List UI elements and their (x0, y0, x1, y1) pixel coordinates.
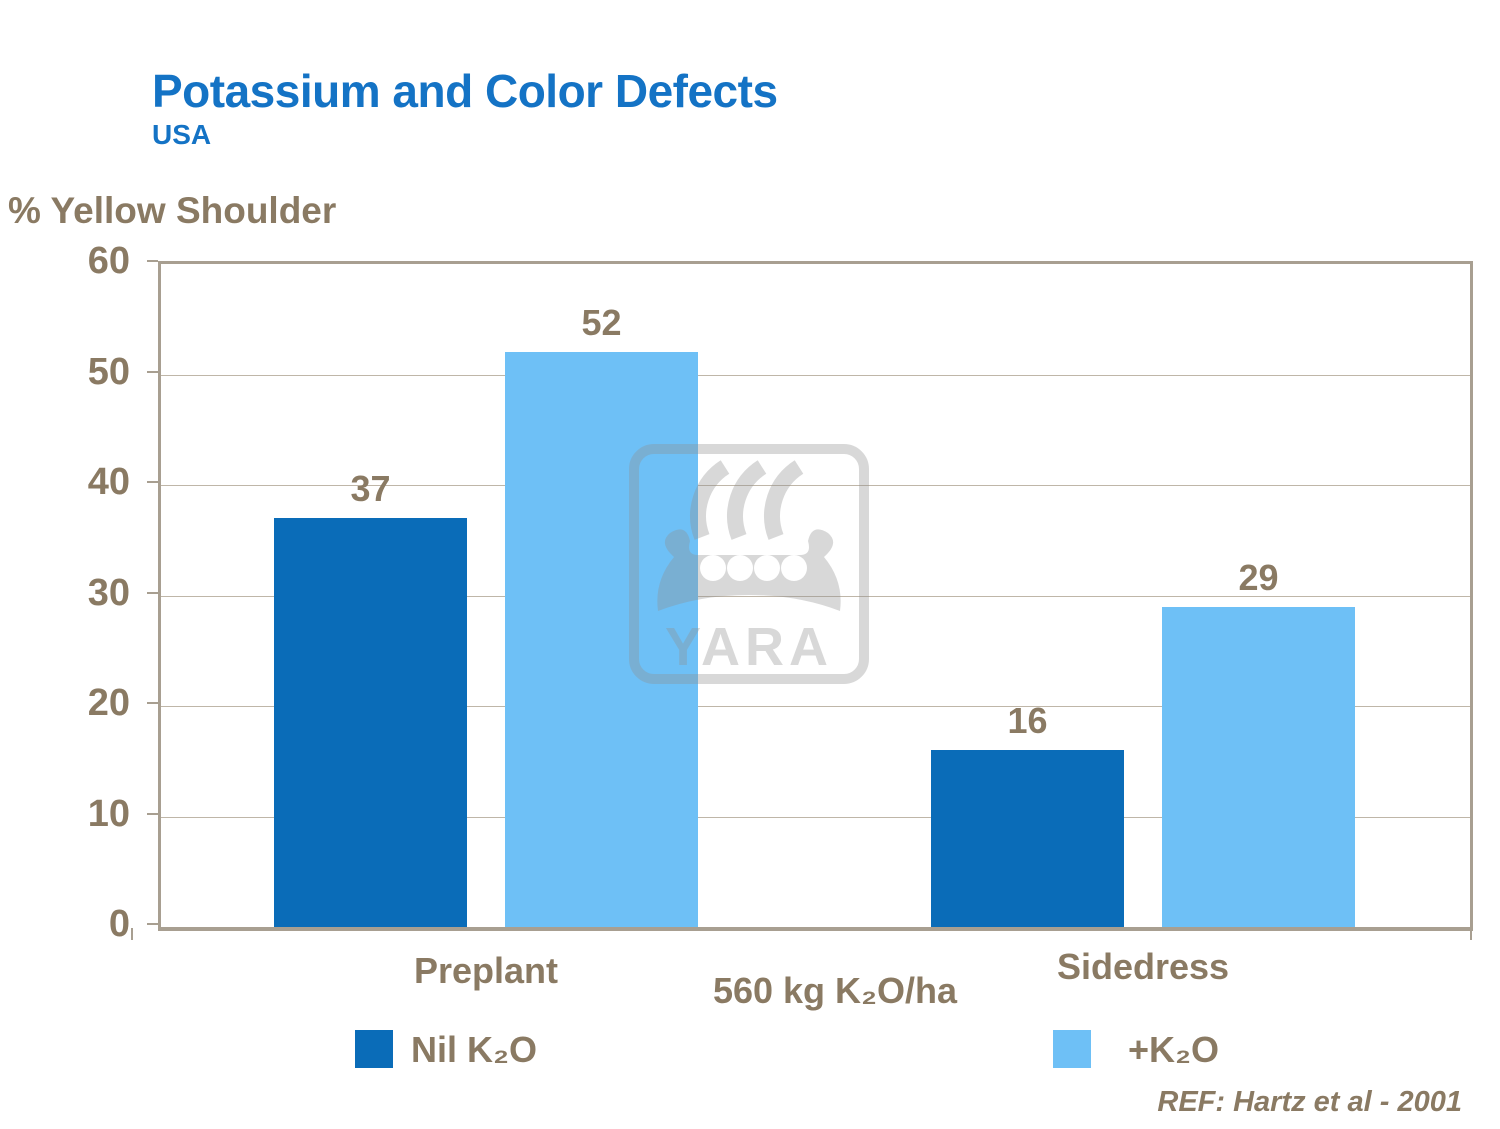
yara-watermark-logo: YARA (629, 444, 869, 684)
legend-swatch-dark-blue (355, 1030, 393, 1068)
gridline-20 (161, 706, 1470, 707)
x-axis-tick (1470, 928, 1472, 940)
sail-icon (727, 460, 767, 540)
y-tick-label-30: 30 (87, 571, 130, 614)
y-tick-mark-40 (147, 481, 158, 483)
watermark-frame (629, 444, 869, 684)
y-tick-label-40: 40 (87, 461, 130, 503)
y-tick-label-20: 20 (87, 682, 130, 724)
y-tick-mark-60 (147, 260, 158, 262)
y-tick-label-50: 50 (87, 350, 130, 393)
bar-sidedress-plus-k2o (1162, 606, 1355, 927)
bar-value-label: 37 (350, 468, 391, 510)
plot-area: YARA 37 16 52 29 (158, 261, 1473, 931)
reference-text: REF: Hartz et al - 2001 (1157, 1086, 1462, 1118)
legend-label: +K₂O (1128, 1029, 1220, 1070)
y-axis-ticks (147, 260, 158, 928)
page-title: Potassium and Color Defects (152, 65, 778, 117)
y-tick-mark-50 (147, 370, 158, 373)
shield-circle (727, 555, 753, 581)
gridline-10 (161, 816, 1470, 818)
y-tick-label-10: 10 (87, 792, 130, 835)
gridline-40 (161, 485, 1470, 486)
y-axis-labels: 60 50 40 30 20 10 0 (40, 240, 130, 945)
watermark-text: YARA (665, 617, 833, 677)
legend-label: Nil K₂O (411, 1029, 537, 1070)
rate-annotation: 560 kg K₂O/ha (712, 970, 958, 1011)
y-tick-mark-0 (147, 923, 158, 925)
gridline-50 (161, 374, 1470, 376)
bar-preplant-nil-k2o (274, 518, 467, 927)
gridline-30 (161, 595, 1470, 597)
y-axis-title: % Yellow Shoulder (8, 190, 337, 231)
legend-item-plus-k2o: +K₂O (1053, 1030, 1219, 1070)
bar-value-label: 16 (1007, 700, 1048, 742)
viking-ship-hull-icon (657, 529, 841, 611)
shield-circle (781, 555, 807, 581)
shield-circle (754, 555, 780, 581)
bar-sidedress-nil-k2o (931, 750, 1124, 927)
legend-swatch-light-blue (1053, 1030, 1091, 1068)
y-tick-mark-20 (147, 702, 158, 704)
y-tick-label-60: 60 (87, 240, 130, 282)
sail-icon (764, 460, 804, 540)
x-axis-tick (131, 928, 133, 940)
bar-value-label: 52 (581, 302, 622, 344)
bar-preplant-plus-k2o (505, 352, 698, 927)
y-tick-mark-30 (147, 591, 158, 594)
category-label-preplant: Preplant (413, 950, 559, 991)
shield-circle (700, 555, 726, 581)
category-label-sidedress: Sidedress (1056, 946, 1230, 987)
bar-value-label: 29 (1238, 556, 1279, 598)
y-tick-label-0: 0 (108, 903, 130, 945)
page-subtitle: USA (152, 119, 212, 150)
legend-item-nil-k2o: Nil K₂O (355, 1030, 537, 1070)
sail-icon (690, 460, 730, 540)
y-tick-mark-10 (147, 812, 158, 815)
